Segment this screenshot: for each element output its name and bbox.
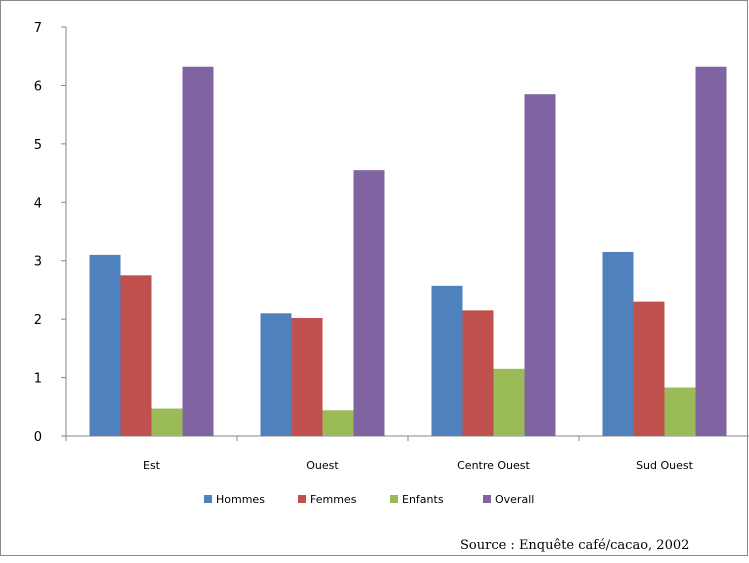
- x-category-label: Ouest: [306, 459, 339, 472]
- y-axis: 0 1 2 3 4 5 6 7: [34, 21, 67, 445]
- y-tick-label: 0: [34, 430, 42, 445]
- y-tick-label: 1: [34, 372, 42, 387]
- y-tick-label: 2: [34, 313, 42, 328]
- bar-enfants-sud-ouest: [664, 387, 696, 436]
- bar-enfants-est: [151, 408, 183, 436]
- bar-overall-est: [182, 66, 214, 436]
- bar-femmes-sud-ouest: [633, 301, 665, 436]
- bar-femmes-ouest: [291, 317, 323, 436]
- legend-swatch-femmes: [298, 495, 306, 503]
- x-category-label: Centre Ouest: [457, 459, 530, 472]
- y-tick-label: 5: [34, 138, 42, 153]
- x-category-label: Est: [143, 459, 161, 472]
- legend: Hommes Femmes Enfants Overall: [204, 493, 534, 506]
- source-note: Source : Enquête café/cacao, 2002: [460, 538, 690, 553]
- y-tick-label: 3: [34, 255, 42, 270]
- legend-label-femmes: Femmes: [310, 493, 357, 506]
- y-tick-label: 6: [34, 79, 42, 94]
- y-tick-label: 7: [34, 21, 42, 36]
- bar-overall-ouest: [353, 170, 385, 436]
- bar-hommes-sud-ouest: [602, 251, 634, 436]
- bar-femmes-est: [120, 275, 152, 436]
- bar-hommes-est: [89, 254, 121, 436]
- legend-swatch-overall: [483, 495, 491, 503]
- bar-overall-centre-ouest: [524, 94, 556, 436]
- bar-hommes-ouest: [260, 313, 292, 436]
- legend-label-overall: Overall: [495, 493, 534, 506]
- bar-hommes-centre-ouest: [431, 285, 463, 436]
- bar-femmes-centre-ouest: [462, 310, 494, 436]
- bar-enfants-ouest: [322, 410, 354, 436]
- y-tick-label: 4: [34, 196, 42, 211]
- x-category-label: Sud Ouest: [636, 459, 694, 472]
- legend-swatch-hommes: [204, 495, 212, 503]
- legend-label-enfants: Enfants: [402, 493, 444, 506]
- bar-enfants-centre-ouest: [493, 368, 525, 436]
- legend-swatch-enfants: [390, 495, 398, 503]
- bars: [89, 66, 727, 436]
- bar-overall-sud-ouest: [695, 66, 727, 436]
- legend-label-hommes: Hommes: [216, 493, 265, 506]
